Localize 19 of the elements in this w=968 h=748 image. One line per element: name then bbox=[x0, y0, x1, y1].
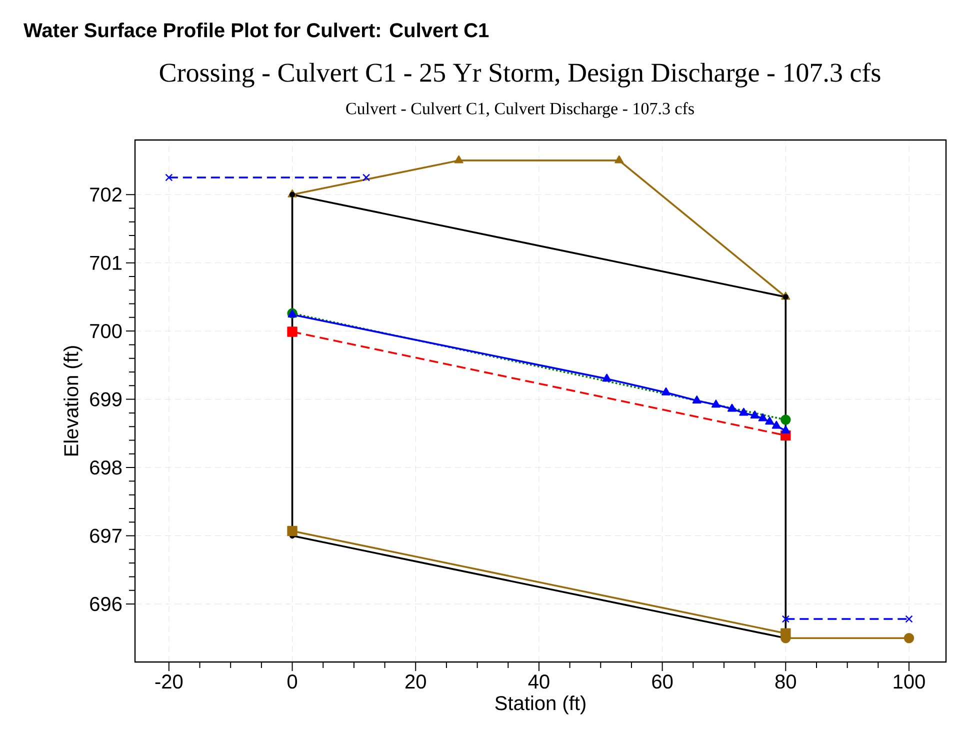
chart-title: Water Surface Profile Plot for Culvert: Culvert C1 bbox=[24, 22, 489, 38]
chart-subtitle: Crossing - Culvert C1 - 25 Yr Storm, Design Discharge - 107.3 cfs bbox=[160, 62, 880, 88]
x-axis-title: Station (ft) bbox=[495, 696, 586, 714]
y-tick-label: 699 bbox=[90, 392, 122, 406]
text: Culvert - Culvert C1, Culvert Discharge - 107.3 cfs bbox=[346, 102, 694, 118]
y-tick-label: 696 bbox=[90, 596, 122, 612]
y-tick-label: 698 bbox=[90, 460, 122, 475]
y-tick-label: 697 bbox=[90, 528, 122, 543]
x-tick-label: 40 bbox=[528, 674, 550, 689]
x-tick-label: 20 bbox=[406, 674, 426, 689]
x-tick-label: 60 bbox=[652, 674, 673, 689]
x-tick-label: 0 bbox=[287, 674, 298, 689]
y-tick-label: 701 bbox=[90, 256, 122, 270]
x-tick-label: 80 bbox=[775, 674, 796, 689]
y-axis-title: Elevation (ft) bbox=[64, 346, 82, 456]
y-tick-label: 702 bbox=[90, 188, 122, 202]
x-tick-label: 100 bbox=[894, 674, 925, 689]
y-tick-label: 700 bbox=[90, 324, 122, 338]
x-tick-label: -20 bbox=[155, 674, 183, 689]
